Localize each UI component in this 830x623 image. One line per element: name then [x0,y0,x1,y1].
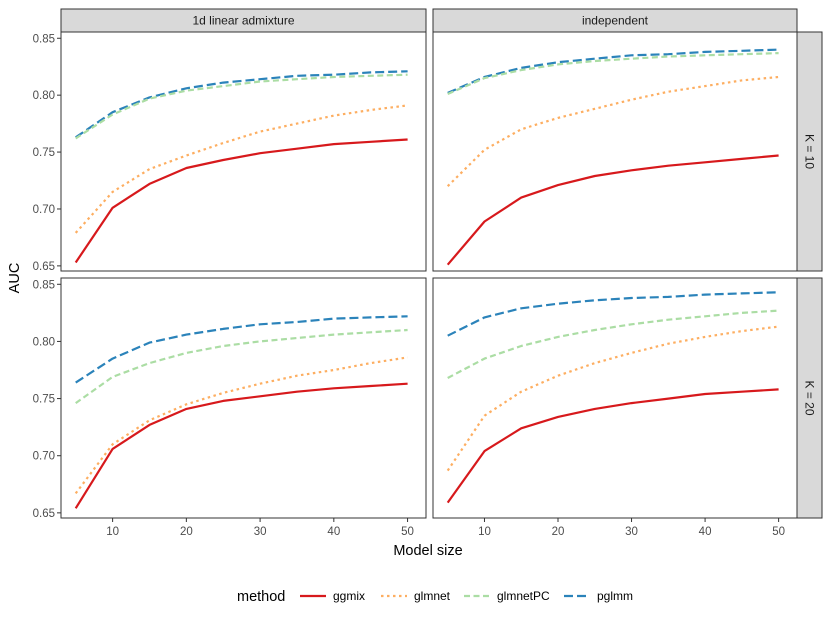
series-line-ggmix [446,388,779,504]
series-line-glmnetpc [75,73,408,140]
series-line-glmnetpc [75,328,408,404]
strip-label: 1d linear admixture [192,14,294,28]
y-tick-label: 0.65 [33,261,55,273]
legend-item-glmnet: glmnet [381,589,451,603]
y-axis-row-1: 0.65 0.70 0.75 0.80 0.85 [33,33,61,273]
x-axis-col-1: 10 20 30 40 50 [106,518,414,538]
axes-layer: 0.65 0.70 0.75 0.80 0.85 0.65 0.70 0.75 0.80 0.85… [33,33,785,538]
panel-background [432,31,798,272]
x-axis-title: Model size [393,543,462,559]
legend-label: ggmix [333,589,365,603]
strip-k-10: K = 10 [796,31,823,272]
series-line-glmnetpc [447,309,779,379]
strip-background [796,31,823,272]
panel-k-20-1d-linear-admixture [60,277,427,519]
x-tick-label: 30 [625,526,638,538]
x-tick-label: 50 [772,526,785,538]
y-tick-label: 0.75 [33,394,55,406]
legend-item-pglmm: pglmm [564,589,633,603]
legend-label: glmnetPC [497,589,550,603]
y-tick-label: 0.65 [33,508,55,520]
legend-title: method [237,589,285,605]
series-line-ggmix [446,154,779,266]
x-tick-label: 40 [327,526,340,538]
y-tick-label: 0.85 [33,33,55,45]
facet-strips: 1d linear admixture independent K = 10 K = … [60,8,823,519]
panels-layer [60,31,798,519]
y-axis-row-2: 0.65 0.70 0.75 0.80 0.85 [33,279,61,520]
strip-1d-linear-admixture: 1d linear admixture [60,8,427,33]
x-tick-label: 30 [254,526,267,538]
panel-k-20-independent [432,277,798,519]
legend-label: glmnet [414,589,451,603]
series-line-pglmm [75,315,408,384]
x-tick-label: 10 [106,526,119,538]
series-line-glmnet [446,75,779,187]
series-line-pglmm [447,291,779,337]
x-tick-label: 10 [478,526,491,538]
y-tick-label: 0.70 [33,451,55,463]
strip-label: K = 20 [803,380,817,415]
panel-k-10-1d-linear-admixture [60,31,427,272]
series-line-ggmix [74,138,408,264]
strip-background [60,8,427,33]
x-tick-label: 20 [180,526,193,538]
series-line-ggmix [74,382,408,509]
y-tick-label: 0.80 [33,336,55,348]
x-tick-label: 50 [401,526,414,538]
x-tick-label: 40 [699,526,712,538]
y-axis-title: AUC [7,263,23,294]
y-tick-label: 0.75 [33,147,55,159]
series-line-pglmm [75,70,408,139]
strip-label: K = 10 [803,134,817,169]
panel-k-10-independent [432,31,798,272]
strip-independent: independent [432,8,798,33]
legend: method ggmix glmnet glmnetPC pglmm [237,589,633,605]
strip-label: independent [582,14,649,28]
strip-k-20: K = 20 [796,277,823,519]
panel-background [432,277,798,519]
series-line-glmnetpc [447,52,779,96]
x-axis-col-2: 10 20 30 40 50 [478,518,785,538]
strip-background [432,8,798,33]
y-tick-label: 0.85 [33,279,55,291]
strip-background [796,277,823,519]
panel-background [60,31,427,272]
series-line-pglmm [447,48,779,94]
y-tick-label: 0.70 [33,204,55,216]
legend-label: pglmm [597,589,633,603]
legend-item-ggmix: ggmix [300,589,365,603]
x-tick-label: 20 [552,526,565,538]
legend-item-glmnetpc: glmnetPC [464,589,550,603]
y-tick-label: 0.80 [33,90,55,102]
